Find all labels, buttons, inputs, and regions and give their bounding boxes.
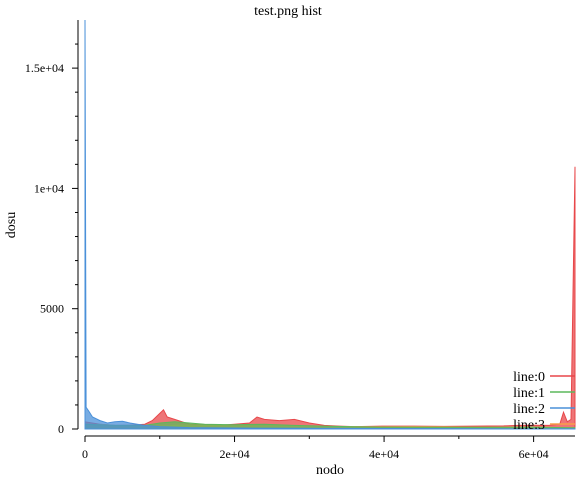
x-tick-label: 0: [82, 447, 88, 461]
y-tick-label: 0: [58, 422, 64, 436]
legend-label-1: line:1: [513, 386, 545, 401]
legend-label-3: line:3: [513, 418, 545, 433]
y-tick-label: 5000: [40, 302, 64, 316]
plot-area: [84, 19, 576, 430]
x-axis-label: nodo: [316, 463, 344, 478]
chart-title: test.png hist: [254, 4, 322, 19]
y-axis-label: dosu: [4, 212, 19, 238]
series-line-2: [84, 19, 576, 430]
legend-label-2: line:2: [513, 402, 545, 417]
series-line-1: [84, 421, 576, 430]
x-tick-label: 4e+04: [369, 447, 399, 461]
x-tick-label: 6e+04: [519, 447, 549, 461]
y-tick-label: 1e+04: [34, 181, 64, 195]
axes: 0 5000 1e+04 1.5e+04 0 2e+04 4e+04 6e+04: [25, 20, 575, 461]
y-tick-label: 1.5e+04: [25, 61, 64, 75]
legend-label-0: line:0: [513, 370, 545, 385]
series-line-0: [84, 166, 576, 430]
x-tick-label: 2e+04: [219, 447, 249, 461]
